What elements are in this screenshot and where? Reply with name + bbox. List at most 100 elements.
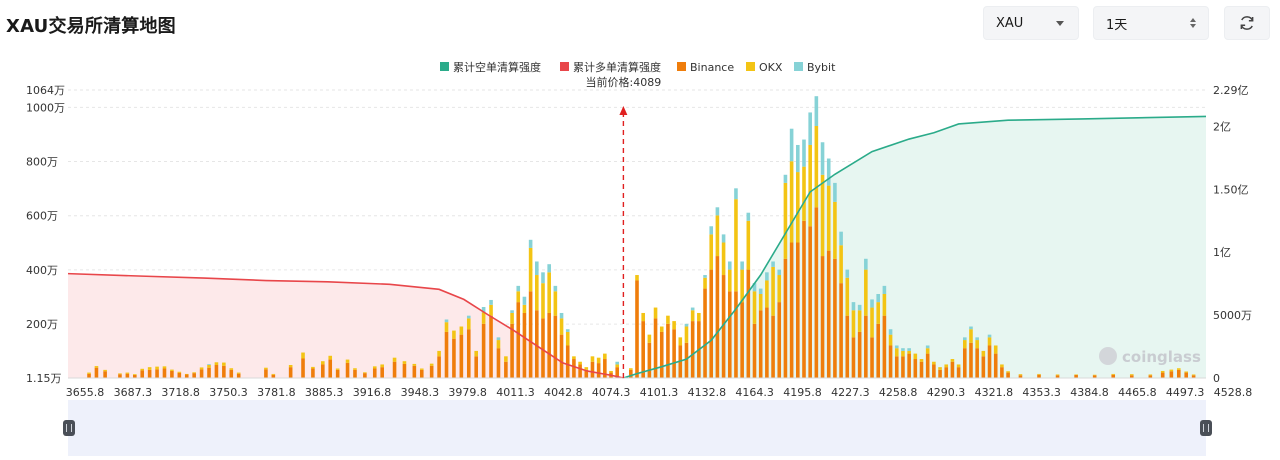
bar-binance [140,370,145,378]
bar-binance [826,250,831,378]
bar-okx [740,269,744,303]
bar-okx [94,366,99,368]
bar-binance [746,269,751,378]
bar-bybit [703,275,707,278]
refresh-button[interactable] [1224,6,1270,40]
bar-okx [690,310,695,322]
bar-binance [402,363,407,378]
bar-okx [746,220,751,270]
x-tick-label: 3718.8 [161,386,200,399]
y-left-tick-label: 200万 [26,318,58,331]
x-tick-label: 4258.8 [879,386,918,399]
bar-binance [553,315,558,378]
range-slider-right-handle[interactable] [1200,420,1212,436]
bar-binance [94,367,99,378]
bar-okx [1169,369,1174,372]
bar-okx [271,373,276,375]
range-slider-left-handle[interactable] [63,420,75,436]
symbol-select[interactable]: XAU [983,6,1079,40]
bar-bybit [851,302,856,311]
bar-binance [833,258,837,378]
period-select[interactable]: 1天 [1093,6,1209,40]
x-tick-label: 3885.3 [305,386,344,399]
bar-binance [459,334,464,378]
bar-binance [672,329,676,378]
bar-okx [140,368,145,371]
bar-bybit [845,269,850,278]
bar-okx [907,350,911,354]
bar-okx [734,199,738,292]
bar-binance [328,359,333,378]
bar-okx [820,174,825,257]
bar-binance [987,345,992,378]
bar-okx [1018,374,1023,376]
bar-binance [214,364,219,378]
bar-okx [363,372,367,374]
bar-bybit [727,261,732,270]
bar-okx [496,340,501,349]
bar-bybit [207,364,211,365]
bar-bybit [444,319,449,323]
bar-okx [956,364,961,368]
legend-swatch [677,62,686,71]
x-tick-label: 3781.8 [257,386,296,399]
x-tick-label: 4353.3 [1022,386,1061,399]
bar-binance [103,371,107,378]
bar-binance [1184,372,1189,378]
bar-bybit [894,345,899,349]
bar-okx [1148,374,1153,376]
y-left-tick-label: 1064万 [26,84,65,97]
y-left-tick-label: 1000万 [26,101,65,114]
bar-okx [826,185,831,251]
bar-binance [207,367,211,378]
bar-binance [177,372,182,378]
bar-okx [1037,373,1041,375]
x-tick-label: 4195.8 [783,386,822,399]
range-slider-track[interactable] [68,400,1206,456]
bar-bybit [496,337,501,341]
bar-okx [635,275,639,281]
bar-binance [87,373,91,378]
bar-okx [783,182,788,259]
legend-label: 累计多单清算强度 [573,60,661,74]
bar-okx [162,366,167,369]
bar-binance [528,291,533,378]
bar-binance [981,356,986,378]
bar-okx [758,293,763,311]
bar-binance [1191,375,1196,378]
bar-binance [222,365,226,378]
bar-binance [559,334,564,378]
bar-okx [380,364,384,368]
x-tick-label: 3948.3 [401,386,440,399]
bar-okx [459,326,464,335]
bar-binance [522,312,527,378]
bar-okx [808,144,812,227]
refresh-icon [1240,16,1254,30]
bar-binance [857,331,862,378]
bar-okx [192,372,196,374]
bar-binance [956,367,961,378]
bar-okx [474,350,478,357]
bar-bybit [765,272,769,281]
bar-okx [301,352,305,359]
bar-okx [522,304,527,313]
bar-okx [629,368,633,370]
x-tick-label: 4101.3 [640,386,679,399]
period-select-value: 1天 [1106,17,1128,33]
legend-label: Binance [690,61,734,74]
bar-okx [372,366,377,369]
bar-bybit [820,142,825,175]
bar-bybit [969,326,973,330]
bar-binance [1018,375,1023,378]
legend-swatch [794,62,803,71]
bar-okx [609,370,613,373]
bar-binance [789,242,794,378]
bar-bybit [740,261,744,270]
bar-okx [328,355,333,360]
bar-binance [229,369,234,378]
bar-binance [907,353,911,378]
bar-okx [845,277,850,316]
bar-bybit [758,288,763,294]
bar-bybit [901,348,905,351]
x-tick-label: 4321.8 [975,386,1014,399]
